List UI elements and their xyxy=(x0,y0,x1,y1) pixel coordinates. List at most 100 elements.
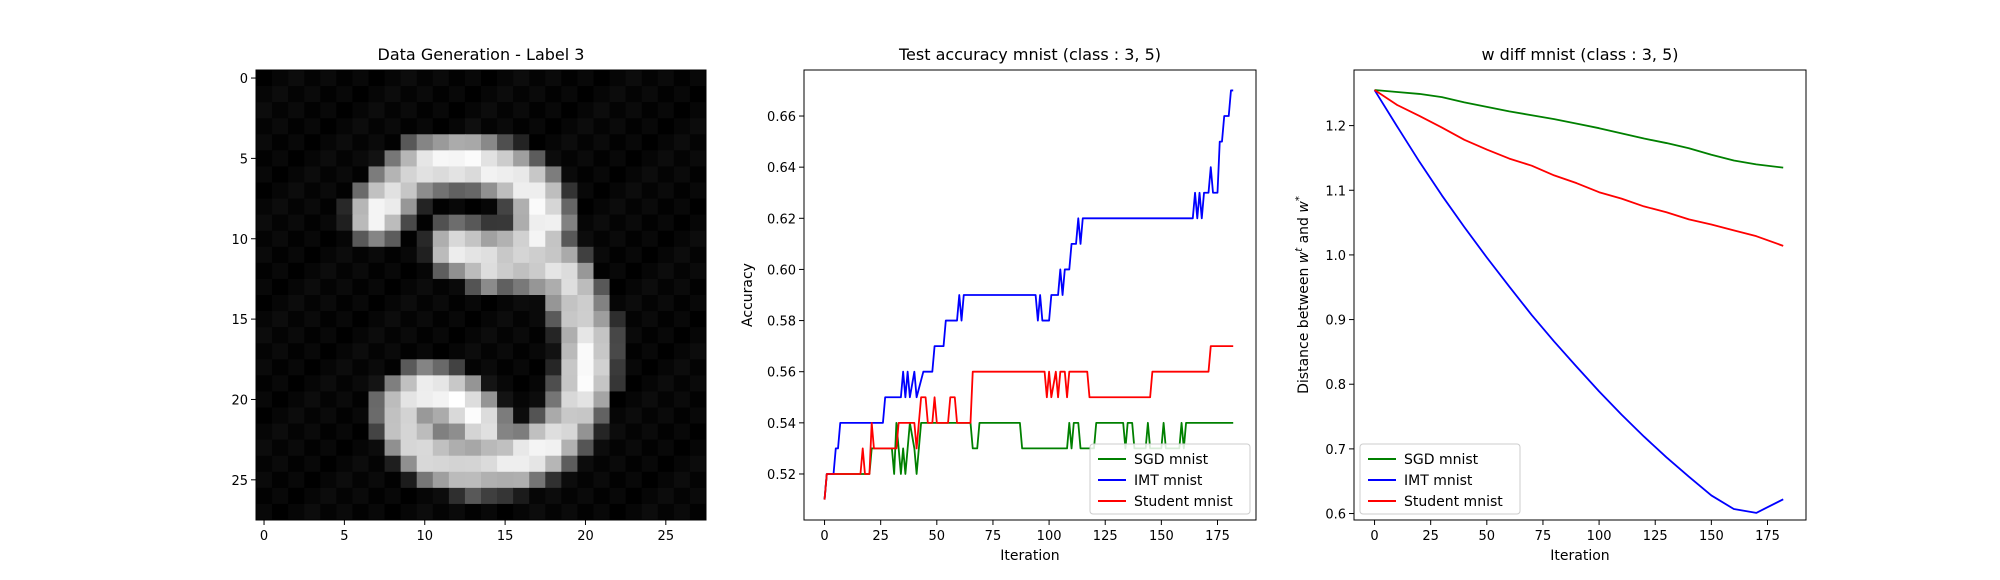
pixel xyxy=(400,375,418,392)
pixel xyxy=(400,327,418,344)
wdiff-ticks: 0 25 50 75 100 125 150 175 0.6 0.7 0.8 0.9 1.0 1.1 1.2 xyxy=(1325,120,1780,544)
pixel xyxy=(657,230,675,248)
pixel xyxy=(400,150,418,167)
pixel xyxy=(657,150,675,167)
pixel xyxy=(513,359,530,376)
pixel xyxy=(577,439,594,457)
pixel xyxy=(529,455,546,473)
pixel xyxy=(689,278,707,296)
pixel xyxy=(513,311,530,328)
pixel xyxy=(545,246,562,264)
pixel xyxy=(673,487,691,505)
pixel xyxy=(497,150,514,167)
pixel xyxy=(481,439,498,457)
pixel xyxy=(272,327,289,344)
pixel xyxy=(545,182,562,200)
pixel xyxy=(577,182,594,200)
pixel xyxy=(593,455,611,473)
pixel xyxy=(384,503,402,521)
pixel xyxy=(320,166,337,183)
pixel xyxy=(593,198,611,216)
pixel xyxy=(352,391,369,408)
pixel xyxy=(416,471,434,489)
pixel xyxy=(352,327,369,344)
pixel xyxy=(577,343,594,360)
pixel xyxy=(288,278,305,296)
pixel xyxy=(609,503,627,521)
pixel xyxy=(320,198,337,216)
pixel xyxy=(416,423,434,441)
pixel xyxy=(320,503,337,521)
pixel xyxy=(561,343,578,360)
pixel xyxy=(609,375,627,392)
pixel xyxy=(432,423,450,441)
pixel xyxy=(448,471,466,489)
image-frame xyxy=(255,69,707,521)
pixel xyxy=(593,295,611,312)
pixel xyxy=(352,359,369,376)
pixel xyxy=(256,391,273,408)
pixel xyxy=(288,471,305,489)
pixel xyxy=(320,278,337,296)
pixel xyxy=(400,86,418,103)
y-tick-label: 10 xyxy=(231,233,248,248)
pixel xyxy=(513,375,530,392)
pixel xyxy=(384,70,402,87)
pixel xyxy=(416,407,434,425)
pixel xyxy=(609,423,627,441)
pixel xyxy=(609,343,627,360)
pixel xyxy=(272,439,289,457)
pixel xyxy=(416,295,434,312)
pixel xyxy=(464,198,482,216)
pixel xyxy=(448,102,466,119)
y-tick-label: 0.64 xyxy=(767,161,796,176)
pixel xyxy=(448,214,466,232)
pixel xyxy=(689,166,707,183)
pixel xyxy=(593,118,611,135)
pixel xyxy=(641,407,659,425)
pixel xyxy=(641,423,659,441)
pixel xyxy=(256,359,273,376)
pixel xyxy=(432,102,450,119)
pixel xyxy=(336,166,353,183)
y-tick-label: 1.2 xyxy=(1325,120,1346,135)
pixel xyxy=(256,214,273,232)
pixel xyxy=(368,391,386,408)
image-pixels xyxy=(256,70,707,521)
pixel xyxy=(320,439,337,457)
pixel xyxy=(416,503,434,521)
pixel xyxy=(545,118,562,135)
pixel xyxy=(400,102,418,119)
pixel xyxy=(561,359,578,376)
pixel xyxy=(641,471,659,489)
pixel xyxy=(384,262,402,280)
pixel xyxy=(609,86,627,103)
legend-box xyxy=(1089,443,1251,515)
pixel xyxy=(384,471,402,489)
pixel xyxy=(625,150,643,167)
pixel xyxy=(593,471,611,489)
pixel xyxy=(288,70,305,87)
x-tick-label: 150 xyxy=(1149,529,1174,544)
pixel xyxy=(256,262,273,280)
pixel xyxy=(304,230,321,248)
pixel xyxy=(432,391,450,408)
pixel xyxy=(320,327,337,344)
pixel xyxy=(336,455,353,473)
pixel xyxy=(464,166,482,183)
pixel xyxy=(513,166,530,183)
accuracy-ticks: 0 25 50 75 100 125 150 175 0.52 0.54 0.56 0.58 0.60 0… xyxy=(767,110,1230,544)
pixel xyxy=(513,343,530,360)
wdiff-legend: SGD mnist IMT mnist Student mnist xyxy=(1359,443,1521,515)
pixel xyxy=(641,102,659,119)
pixel xyxy=(336,134,353,151)
pixel xyxy=(352,262,369,280)
pixel xyxy=(464,102,482,119)
pixel xyxy=(352,375,369,392)
pixel xyxy=(673,262,691,280)
accuracy-y-label: Accuracy xyxy=(740,263,756,327)
series-line-student-mnist xyxy=(823,345,1234,500)
pixel xyxy=(689,423,707,441)
pixel xyxy=(288,311,305,328)
pixel xyxy=(368,246,386,264)
